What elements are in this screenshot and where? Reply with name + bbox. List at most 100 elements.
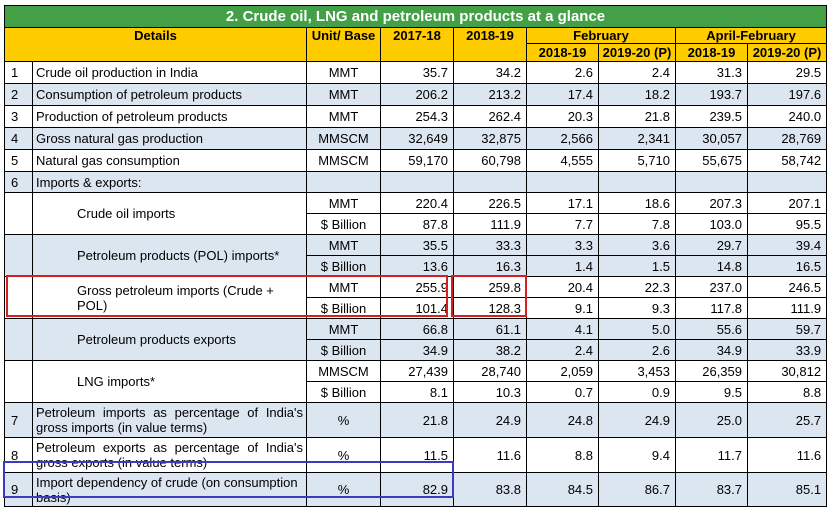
row-label: Petroleum products (POL) imports* — [32, 234, 307, 277]
value-cell: 1.5 — [598, 255, 676, 277]
row-unit: MMT — [306, 61, 381, 84]
value-cell: 2,566 — [526, 127, 599, 150]
value-cell: 2,059 — [526, 360, 599, 382]
value-cell: 25.7 — [746, 402, 828, 438]
row-number: 9 — [4, 472, 33, 507]
value-cell: 111.9 — [453, 213, 527, 235]
value-cell: 14.8 — [675, 255, 748, 277]
value-cell: 20.3 — [526, 105, 599, 128]
value-cell: 33.3 — [453, 234, 527, 256]
value-cell: 3.3 — [526, 234, 599, 256]
row-unit: MMT — [306, 192, 381, 214]
row-label: Gross petroleum imports (Crude + POL) — [32, 276, 307, 319]
value-cell: 29.7 — [675, 234, 748, 256]
petroleum-glance-table: 2. Crude oil, LNG and petroleum products… — [3, 5, 828, 507]
value-cell: 20.4 — [526, 276, 599, 298]
value-cell: 55.6 — [675, 318, 748, 340]
value-cell: 111.9 — [746, 297, 828, 319]
table-row: 1 Crude oil production in India MMT 35.7… — [4, 61, 828, 84]
header-april-february: April-February — [674, 27, 828, 44]
value-cell: 84.5 — [526, 472, 599, 507]
row-label: Imports & exports: — [32, 171, 307, 193]
value-cell: 4,555 — [526, 149, 599, 172]
table-row: 8 Petroleum exports as percentage of Ind… — [4, 437, 828, 473]
value-cell: 86.7 — [598, 472, 676, 507]
value-cell: 2.4 — [526, 339, 599, 361]
value-cell: 28,740 — [453, 360, 527, 382]
value-cell: 32,649 — [380, 127, 454, 150]
value-cell: 33.9 — [746, 339, 828, 361]
value-cell: 2,341 — [598, 127, 676, 150]
row-unit: $ Billion — [306, 339, 381, 361]
value-cell: 17.4 — [526, 83, 599, 106]
value-cell: 9.4 — [598, 437, 676, 473]
value-cell: 35.7 — [380, 61, 454, 84]
value-cell: 128.3 — [453, 297, 527, 319]
value-cell: 7.7 — [526, 213, 599, 235]
value-cell: 8.1 — [380, 381, 454, 403]
value-cell: 213.2 — [453, 83, 527, 106]
table-row: 4 Gross natural gas production MMSCM 32,… — [4, 127, 828, 150]
row-unit: % — [306, 472, 381, 507]
value-cell: 38.2 — [453, 339, 527, 361]
header-details: Details — [4, 27, 307, 62]
value-cell: 237.0 — [675, 276, 748, 298]
value-cell: 0.7 — [526, 381, 599, 403]
value-cell: 16.5 — [746, 255, 828, 277]
value-cell: 8.8 — [526, 437, 599, 473]
table-row: 7 Petroleum imports as percentage of Ind… — [4, 402, 828, 438]
row-number: 6 — [4, 171, 33, 193]
value-cell: 193.7 — [675, 83, 748, 106]
value-cell: 18.6 — [598, 192, 676, 214]
value-cell: 21.8 — [598, 105, 676, 128]
row-label: Crude oil production in India — [32, 61, 307, 84]
row-unit: MMT — [306, 105, 381, 128]
value-cell: 2.6 — [526, 61, 599, 84]
value-cell: 11.6 — [453, 437, 527, 473]
value-cell: 206.2 — [380, 83, 454, 106]
row-label: Crude oil imports — [32, 192, 307, 235]
value-cell: 2.6 — [598, 339, 676, 361]
value-cell: 28,769 — [746, 127, 828, 150]
value-cell: 22.3 — [598, 276, 676, 298]
value-cell: 207.3 — [675, 192, 748, 214]
value-cell: 9.1 — [526, 297, 599, 319]
header-row-1: Details Unit/ Base 2017-18 2018-19 Febru… — [4, 27, 828, 62]
table-row: LNG imports* MMSCM 27,439 28,740 2,059 3… — [4, 360, 828, 403]
value-cell: 59.7 — [746, 318, 828, 340]
value-cell: 24.9 — [598, 402, 676, 438]
row-unit: MMT — [306, 234, 381, 256]
value-cell: 11.6 — [746, 437, 828, 473]
table-row: Petroleum products exports MMT 66.8 61.1… — [4, 318, 828, 361]
value-cell: 87.8 — [380, 213, 454, 235]
value-cell: 16.3 — [453, 255, 527, 277]
row-number: 5 — [4, 149, 33, 172]
value-cell: 32,875 — [453, 127, 527, 150]
value-cell: 101.4 — [380, 297, 454, 319]
value-cell: 24.8 — [526, 402, 599, 438]
value-cell: 34.9 — [675, 339, 748, 361]
value-cell: 2.4 — [598, 61, 676, 84]
value-cell: 95.5 — [746, 213, 828, 235]
value-cell: 13.6 — [380, 255, 454, 277]
table-row: Petroleum products (POL) imports* MMT 35… — [4, 234, 828, 277]
row-number: 3 — [4, 105, 33, 128]
value-cell: 60,798 — [453, 149, 527, 172]
row-unit: $ Billion — [306, 381, 381, 403]
value-cell: 117.8 — [675, 297, 748, 319]
header-af-2018-19: 2018-19 — [675, 43, 748, 62]
value-cell: 254.3 — [380, 105, 454, 128]
row-unit: MMSCM — [306, 127, 381, 150]
header-feb-2019-20: 2019-20 (P) — [598, 43, 676, 62]
header-feb-2018-19: 2018-19 — [526, 43, 599, 62]
table-row: Crude oil imports MMT 220.4 226.5 17.1 1… — [4, 192, 828, 235]
value-cell: 24.9 — [453, 402, 527, 438]
value-cell: 1.4 — [526, 255, 599, 277]
value-cell: 85.1 — [746, 472, 828, 507]
row-label: Petroleum products exports — [32, 318, 307, 361]
row-unit: MMT — [306, 318, 381, 340]
value-cell: 239.5 — [675, 105, 748, 128]
value-cell: 220.4 — [380, 192, 454, 214]
row-unit: MMT — [306, 276, 381, 298]
row-number: 8 — [4, 437, 33, 473]
